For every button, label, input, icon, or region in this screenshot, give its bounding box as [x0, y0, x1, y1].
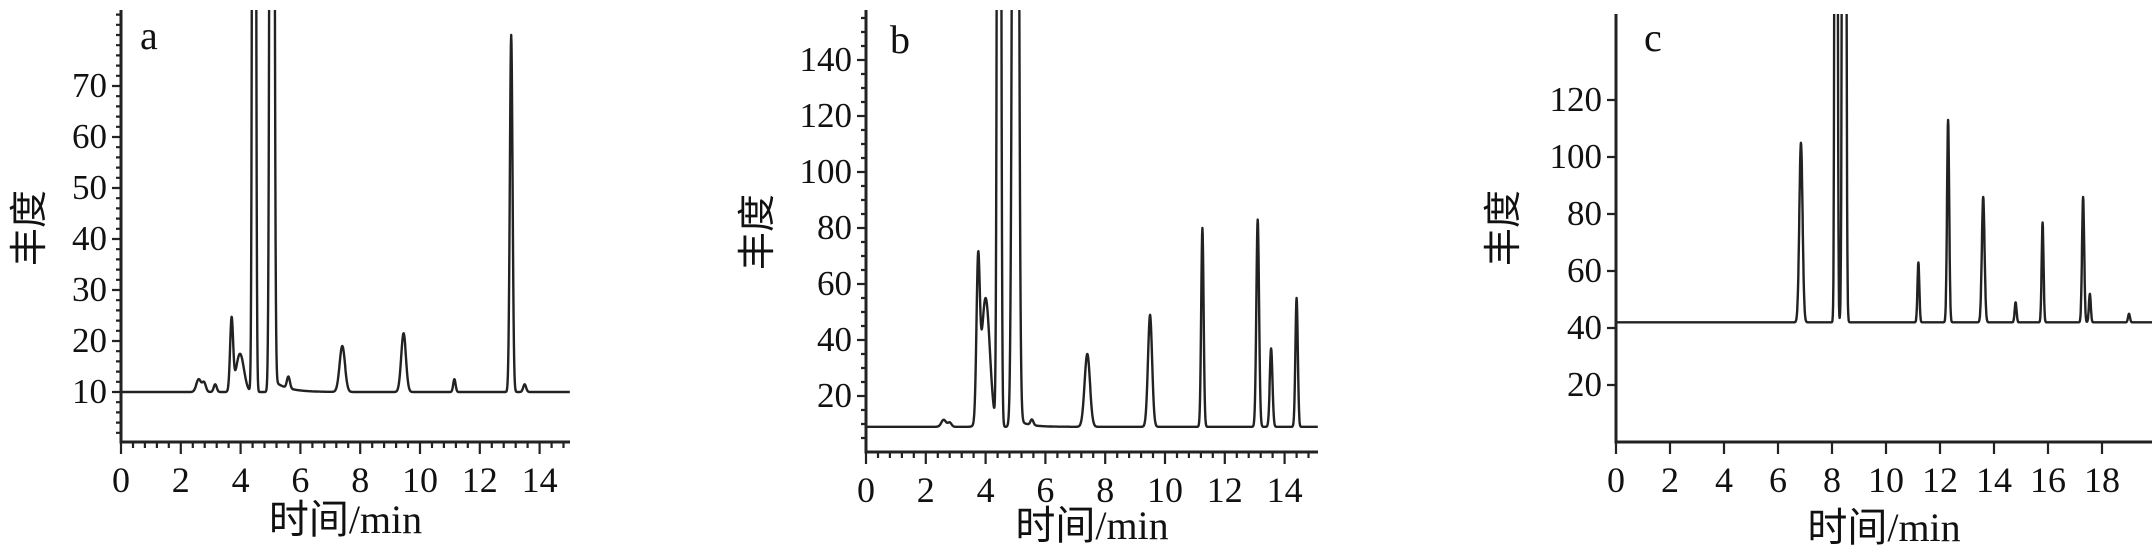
chromatogram-trace — [866, 10, 1318, 428]
axis-lines — [1614, 14, 2152, 444]
y-tick-label: 80 — [1567, 194, 1602, 233]
y-tick-label: 30 — [72, 270, 107, 309]
x-tick-label: 0 — [112, 460, 130, 500]
y-tick-label: 10 — [72, 372, 107, 411]
y-tick-label: 20 — [817, 376, 852, 415]
x-axis-title-c: 时间/min — [1807, 505, 1961, 550]
y-tick-label: 120 — [799, 96, 853, 135]
panel-letter-b: b — [890, 17, 910, 62]
x-tick-label: 2 — [1661, 460, 1679, 500]
x-tick-label: 12 — [1206, 470, 1243, 510]
y-tick-label: 120 — [1549, 80, 1603, 119]
panel-letter-a: a — [140, 13, 158, 58]
x-tick-label: 0 — [857, 470, 875, 510]
tick-marks — [112, 13, 565, 454]
y-tick-label: 20 — [1567, 365, 1602, 404]
panel-a: a 丰度 时间/min 10 20 30 40 50 60 70 0 2 4 6 8 10 12 14 — [0, 0, 718, 558]
x-tick-label: 8 — [1096, 470, 1115, 510]
x-tick-label: 18 — [2084, 460, 2120, 500]
panel-letter-c: c — [1644, 15, 1662, 60]
y-tick-label: 40 — [1567, 308, 1602, 347]
y-tick-label: 140 — [799, 40, 853, 79]
x-tick-label: 14 — [521, 460, 558, 500]
x-tick-label: 12 — [1922, 460, 1958, 500]
x-axis-title-a: 时间/min — [268, 497, 423, 542]
y-tick-label: 60 — [1567, 251, 1602, 290]
axis-lines — [864, 10, 1318, 454]
y-tick-label: 80 — [817, 208, 852, 247]
x-tick-label: 10 — [1147, 470, 1183, 510]
x-tick-label: 2 — [171, 460, 190, 500]
x-tick-label: 4 — [231, 460, 250, 500]
x-tick-label: 8 — [351, 460, 370, 500]
x-tick-label: 10 — [1868, 460, 1904, 500]
x-axis-title-b: 时间/min — [1015, 503, 1169, 548]
x-tick-label: 6 — [291, 460, 310, 500]
x-tick-label: 0 — [1607, 460, 1625, 500]
y-tick-label: 20 — [72, 321, 107, 360]
x-tick-label: 12 — [461, 460, 498, 500]
chromatogram-plot-c — [1607, 14, 2152, 454]
x-tick-label: 6 — [1036, 470, 1055, 510]
tick-marks — [857, 16, 1310, 464]
y-tick-label: 60 — [817, 264, 852, 303]
x-tick-label: 8 — [1823, 460, 1841, 500]
chromatogram-trace — [1616, 14, 2152, 324]
y-tick-label: 50 — [72, 168, 107, 207]
chromatogram-plot-a — [112, 10, 570, 454]
x-tick-label: 16 — [2030, 460, 2066, 500]
y-tick-label: 40 — [72, 219, 107, 258]
y-tick-label: 70 — [72, 66, 107, 105]
y-tick-label: 100 — [799, 152, 853, 191]
x-tick-label: 10 — [402, 460, 438, 500]
tick-marks — [1607, 98, 2104, 454]
x-tick-label: 4 — [976, 470, 995, 510]
chromatogram-plot-b — [857, 10, 1318, 464]
x-tick-label: 2 — [916, 470, 935, 510]
panel-b: b 丰度 时间/min 20 40 60 80 100 120 140 0 2 4 6 8 10 12 1… — [718, 0, 1436, 558]
y-tick-label: 60 — [72, 117, 107, 156]
y-tick-label: 40 — [817, 320, 852, 359]
chromatogram-trace — [121, 10, 570, 394]
x-tick-label: 6 — [1769, 460, 1787, 500]
x-tick-label: 14 — [1976, 460, 2012, 500]
y-tick-label: 100 — [1549, 137, 1603, 176]
panel-c: c 丰度 时间/min 20 40 60 80 100 120 0 2 4 6 8 10 12 14 16… — [1436, 0, 2154, 558]
x-tick-label: 4 — [1715, 460, 1733, 500]
x-tick-label: 14 — [1266, 470, 1303, 510]
